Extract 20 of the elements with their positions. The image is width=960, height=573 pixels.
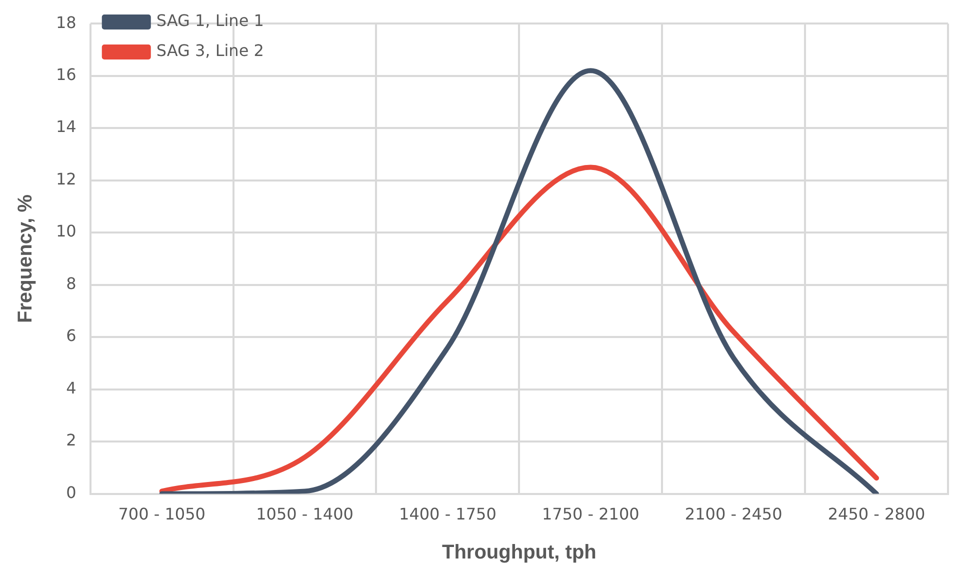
y-tick-label: 16 bbox=[56, 65, 76, 84]
legend-label: SAG 3, Line 2 bbox=[156, 41, 264, 60]
y-tick-label: 12 bbox=[56, 169, 76, 188]
x-axis-title: Throughput, tph bbox=[442, 542, 596, 564]
y-tick-label: 10 bbox=[56, 222, 76, 241]
x-tick-label: 2450 - 2800 bbox=[828, 504, 926, 524]
y-tick-label: 8 bbox=[66, 274, 76, 293]
legend-label: SAG 1, Line 1 bbox=[156, 11, 264, 30]
y-tick-label: 14 bbox=[56, 117, 76, 136]
x-tick-label: 700 - 1050 bbox=[118, 504, 206, 524]
y-axis-title: Frequency, % bbox=[14, 194, 37, 323]
x-tick-label: 2100 - 2450 bbox=[684, 504, 782, 524]
x-tick-label: 1050 - 1400 bbox=[256, 504, 354, 524]
y-tick-label: 4 bbox=[66, 378, 76, 398]
y-tick-label: 0 bbox=[66, 482, 76, 502]
y-tick-label: 18 bbox=[56, 12, 76, 32]
x-tick-label: 1750 - 2100 bbox=[542, 504, 640, 524]
y-tick-label: 6 bbox=[66, 326, 76, 346]
x-tick-label: 1400 - 1750 bbox=[399, 504, 496, 524]
y-tick-label: 2 bbox=[66, 430, 76, 450]
